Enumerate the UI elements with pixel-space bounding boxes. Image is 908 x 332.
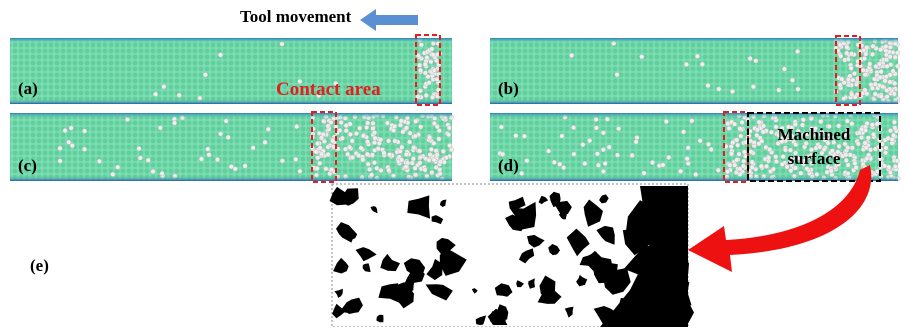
strip-edges (10, 38, 898, 181)
edge (490, 113, 898, 181)
contact-area-label: Contact area (276, 79, 381, 100)
edge (10, 38, 452, 104)
machined-label: Machined (778, 125, 851, 144)
panel-label: (c) (18, 156, 37, 175)
tool-movement-label: Tool movement (240, 7, 352, 26)
edge (10, 113, 452, 181)
movement-arrow (360, 9, 418, 31)
panel-label: (d) (498, 156, 519, 175)
panel-label: (b) (498, 79, 519, 98)
machined-label: surface (788, 149, 841, 168)
figure: Tool movement (a) (b) (c) (d) (e) Contac… (0, 0, 908, 327)
edge (490, 38, 898, 104)
panel-label: (e) (30, 256, 49, 275)
panel-label: (a) (18, 79, 38, 98)
